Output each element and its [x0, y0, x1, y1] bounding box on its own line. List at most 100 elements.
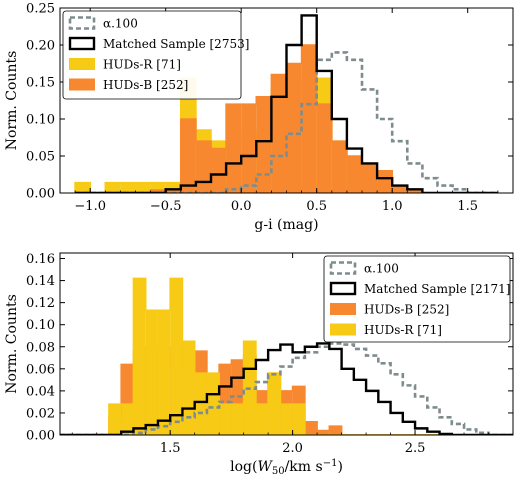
histogram-bar [292, 404, 305, 435]
x-tick-label: −0.5 [150, 199, 182, 214]
y-tick-label: 0.16 [26, 252, 55, 267]
series-100 [75, 51, 498, 193]
x-tick-label: 1.0 [382, 199, 403, 214]
y-tick-label: 0.00 [26, 187, 55, 202]
y-axis-label: Norm. Counts [4, 294, 20, 394]
legend-label: Matched Sample [2171] [364, 282, 510, 296]
histogram-bar [317, 430, 330, 435]
histogram-bar [157, 310, 171, 435]
x-tick-label: 1.5 [160, 441, 181, 456]
series-huds-r-71 [60, 277, 513, 435]
histogram-bar [329, 426, 342, 435]
histogram-bar [256, 96, 272, 193]
legend-label: HUDs-B [252] [103, 78, 188, 92]
x-tick-label: 0.0 [231, 199, 252, 214]
legend-swatch [330, 303, 356, 315]
histogram-bar [108, 404, 122, 435]
legend-label: HUDs-B [252] [364, 303, 449, 317]
legend: α.100 Matched Sample [2171] HUDs-B [252] HU… [323, 255, 511, 343]
histogram-bar [150, 182, 166, 193]
y-tick-label: 0.10 [26, 113, 55, 128]
chart-panel-1: −1.0 −0.5 0.0 0.5 1.0 1.5 0.00 0.05 0.10 0.15 0.20… [4, 2, 514, 233]
x-axis-label: log(W50/km s−1) [230, 458, 343, 477]
histogram-bar [121, 404, 134, 435]
y-tick-label: 0.08 [26, 340, 55, 355]
histogram-bar [120, 182, 136, 193]
histogram-bar [182, 341, 195, 435]
histogram-bar [231, 404, 244, 435]
y-tick-label: 0.04 [26, 384, 55, 399]
axes-frame [59, 252, 514, 436]
histogram-bar [170, 278, 183, 435]
histogram-bar [316, 104, 332, 193]
histogram-bar [286, 63, 302, 193]
legend-box [62, 10, 242, 100]
histogram-bar [392, 185, 408, 193]
y-tick-label: 0.06 [26, 362, 55, 377]
x-tick-label: 1.5 [457, 199, 478, 214]
x-tick-label: 2.5 [405, 441, 426, 456]
y-tick-label: 0.10 [26, 318, 55, 333]
legend-swatch [68, 16, 96, 30]
histogram-bar [195, 141, 211, 193]
histogram-bar [241, 104, 257, 193]
legend-label: Matched Sample [2753] [103, 37, 249, 51]
legend-label: HUDs-R [71] [364, 323, 442, 337]
x-tick-label: 0.5 [306, 199, 327, 214]
histogram-bar [255, 404, 269, 435]
legend-label: α.100 [364, 262, 399, 276]
series-matched-sample-2171 [60, 342, 513, 435]
histogram-bar [280, 404, 293, 435]
legend-swatch [330, 323, 356, 336]
y-tick-label: 0.20 [26, 39, 55, 54]
histogram-bar [211, 148, 227, 193]
histogram-bar [75, 182, 91, 193]
histogram-bar [362, 163, 378, 193]
y-axis-label: Norm. Counts [4, 51, 20, 151]
histogram-bar [145, 310, 158, 435]
histogram-bar [133, 278, 146, 435]
histogram-bar [301, 45, 317, 193]
series-matched-sample-2753 [75, 14, 498, 193]
plot-area [60, 277, 513, 435]
histogram-bar [135, 182, 151, 193]
histogram-bar [165, 190, 181, 193]
series-100 [60, 342, 513, 435]
histogram-bar [206, 373, 220, 435]
chart-panel-2: 1.5 2.0 2.5 0.00 0.02 0.04 0.06 0.08 0.10 0.12 0.1… [4, 252, 514, 477]
histogram-bar [165, 182, 181, 193]
histogram-bar [150, 190, 166, 193]
histogram-bar [219, 404, 232, 435]
y-tick-label: 0.25 [26, 2, 55, 17]
y-tick-label: 0.00 [26, 429, 55, 444]
y-tick-label: 0.12 [26, 296, 55, 311]
legend-swatch [69, 78, 95, 91]
histogram-bar [271, 74, 287, 193]
legend-swatch [68, 36, 96, 51]
y-tick-label: 0.15 [26, 76, 55, 91]
histogram-bar [268, 373, 281, 435]
legend-box [323, 255, 511, 343]
legend-swatch [329, 261, 357, 275]
histogram-outline [60, 277, 513, 435]
y-tick-label: 0.14 [26, 274, 55, 289]
legend-swatch [69, 58, 95, 70]
histogram-bar [407, 190, 423, 193]
histogram-bar [377, 170, 393, 193]
y-tick-label: 0.02 [26, 406, 55, 421]
legend-swatch [329, 281, 357, 296]
histogram-bar [180, 119, 196, 193]
histogram-bar [304, 421, 318, 435]
histogram-bar [105, 182, 121, 193]
histogram-bar [226, 104, 242, 193]
x-tick-label: −1.0 [74, 199, 106, 214]
legend-label: α.100 [103, 17, 138, 31]
histogram-bar [194, 373, 207, 435]
histogram-bar [346, 156, 362, 193]
legend: α.100 Matched Sample [2753] HUDs-R [71] HUD… [62, 10, 249, 100]
legend-label: HUDs-R [71] [103, 58, 181, 72]
x-axis-label: g-i (mag) [254, 217, 318, 233]
plot-area [74, 14, 498, 193]
histogram-bar [331, 141, 347, 193]
x-tick-label: 2.0 [282, 441, 303, 456]
